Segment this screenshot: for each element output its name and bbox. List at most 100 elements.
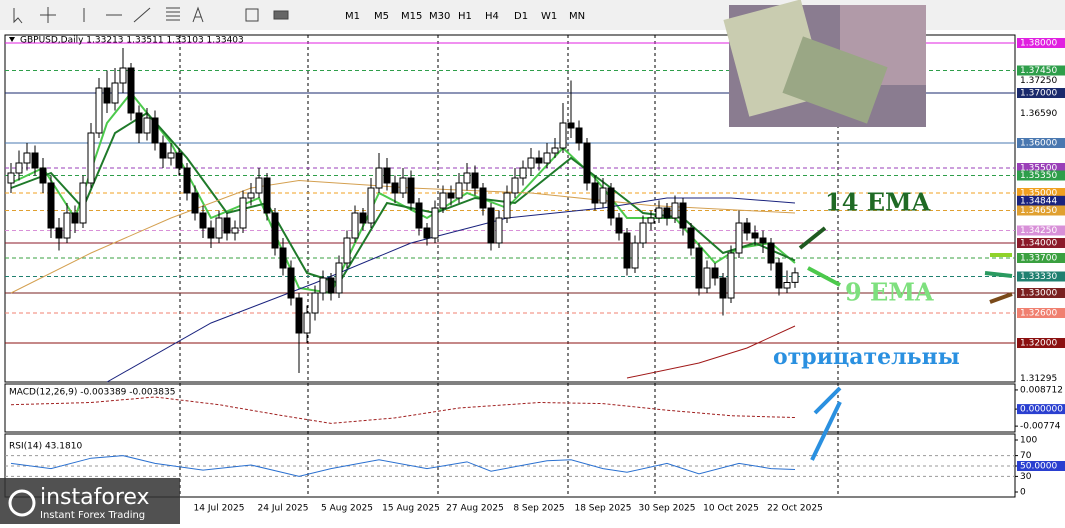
candle-body <box>47 182 55 229</box>
macd-label: MACD(12,26,9) -0.003389 -0.003835 <box>9 388 175 398</box>
candle-body <box>423 227 431 239</box>
candle-body <box>607 187 615 219</box>
candle-body <box>79 182 87 224</box>
candle-body <box>719 277 727 299</box>
candle-body <box>199 212 207 229</box>
candle-body <box>439 192 447 209</box>
candle-body <box>751 232 759 239</box>
cursor-icon[interactable] <box>13 8 23 24</box>
price-label: 1.32600 <box>1020 309 1057 319</box>
candle-body <box>159 142 167 159</box>
macd-line <box>10 396 796 424</box>
text-icon[interactable] <box>192 6 204 23</box>
price-label: 1.35500 <box>1020 164 1057 174</box>
candle-body <box>503 192 511 219</box>
candle-body <box>647 217 655 224</box>
price-label: 1.33000 <box>1020 289 1057 299</box>
candle-body <box>455 182 463 199</box>
candle-body <box>431 207 439 239</box>
candle-body <box>519 167 527 179</box>
candle-body <box>263 177 271 214</box>
timeframe-button[interactable]: H1 <box>458 11 472 22</box>
x-tick-label: 24 Jul 2025 <box>258 504 309 514</box>
x-tick-label: 5 Aug 2025 <box>321 504 373 514</box>
candle-body <box>207 227 215 239</box>
candle-body <box>671 202 679 219</box>
price-label-bg <box>1017 205 1065 216</box>
shape-icon[interactable] <box>273 10 289 20</box>
price-label: 1.34000 <box>1020 239 1057 249</box>
rsi-line <box>10 455 796 477</box>
annotation: 9 EMA <box>845 278 934 307</box>
price-label-bg <box>1017 188 1065 198</box>
timeframe-button[interactable]: D1 <box>514 11 528 22</box>
annotation: 14 EMA <box>825 188 931 217</box>
arrow <box>810 401 842 461</box>
candle-body <box>383 167 391 184</box>
price-label: 1.34844 <box>1020 196 1057 206</box>
candle-body <box>87 132 95 184</box>
price-label-bg <box>1017 338 1065 348</box>
candle-body <box>127 67 135 114</box>
timeframe-button[interactable]: W1 <box>541 11 557 22</box>
candle-body <box>599 187 607 204</box>
banknote <box>782 36 888 124</box>
price-label: 1.36000 <box>1020 139 1057 149</box>
candle-body <box>727 252 735 299</box>
candle-body <box>359 212 367 224</box>
candle-body <box>247 192 255 199</box>
x-tick-label: 30 Sep 2025 <box>638 504 695 514</box>
trend-icon[interactable] <box>133 7 151 23</box>
timeframe-button[interactable]: M30 <box>429 11 450 22</box>
value-label-bg <box>1017 404 1065 415</box>
price-label-bg <box>1017 271 1065 282</box>
candle-body <box>7 172 15 184</box>
candle-body <box>591 182 599 204</box>
toolbar-icons <box>13 6 289 24</box>
candle-body <box>575 127 583 144</box>
candle-body <box>15 162 23 174</box>
chart-header: GBPUSD,Daily 1.33213 1.33511 1.33103 1.3… <box>20 36 244 46</box>
candle-body <box>447 192 455 199</box>
price-label: 1.34250 <box>1020 226 1057 236</box>
candle-body <box>399 177 407 194</box>
x-tick-label: 15 Aug 2025 <box>382 504 440 514</box>
price-label: 1.37450 <box>1020 66 1057 76</box>
arrow <box>807 266 841 287</box>
timeframe-button[interactable]: MN <box>569 11 585 22</box>
x-tick-label: 10 Oct 2025 <box>703 504 759 514</box>
candle-body <box>783 282 791 289</box>
candle-body <box>711 267 719 279</box>
y-tick-label: 0.008712 <box>1020 385 1063 395</box>
candle-body <box>471 172 479 189</box>
candle-body <box>767 242 775 264</box>
arrows <box>798 226 1013 461</box>
price-label-bg <box>1017 88 1065 98</box>
timeframe-button[interactable]: H4 <box>485 11 499 22</box>
candle-body <box>119 67 127 84</box>
timeframe-button[interactable]: M5 <box>374 11 389 22</box>
value-label-bg <box>1017 461 1065 471</box>
price-label-bg <box>1017 163 1065 173</box>
candle-body <box>335 262 343 294</box>
rsi-label: RSI(14) 43.1810 <box>9 442 82 452</box>
price-label-bg <box>1017 225 1065 236</box>
price-label-bg <box>1017 238 1065 248</box>
timeframe-button[interactable]: M15 <box>401 11 422 22</box>
candle-body <box>391 182 399 194</box>
price-label-bg <box>1017 195 1065 206</box>
timeframe-button[interactable]: M1 <box>345 11 360 22</box>
price-label: 1.32000 <box>1020 339 1057 349</box>
price-label: 1.38000 <box>1020 39 1057 49</box>
candle-body <box>415 202 423 229</box>
x-tick-label: 14 Jul 2025 <box>194 504 245 514</box>
candle-body <box>663 207 671 219</box>
fibo-icon[interactable] <box>166 7 180 21</box>
x-tick-label: 18 Sep 2025 <box>574 504 631 514</box>
logo-name: instaforex <box>40 485 150 510</box>
candle-body <box>71 212 79 224</box>
candle-body <box>239 197 247 229</box>
crosshair-icon[interactable] <box>40 7 56 23</box>
label-icon[interactable] <box>245 8 259 22</box>
candle-body <box>231 227 239 234</box>
